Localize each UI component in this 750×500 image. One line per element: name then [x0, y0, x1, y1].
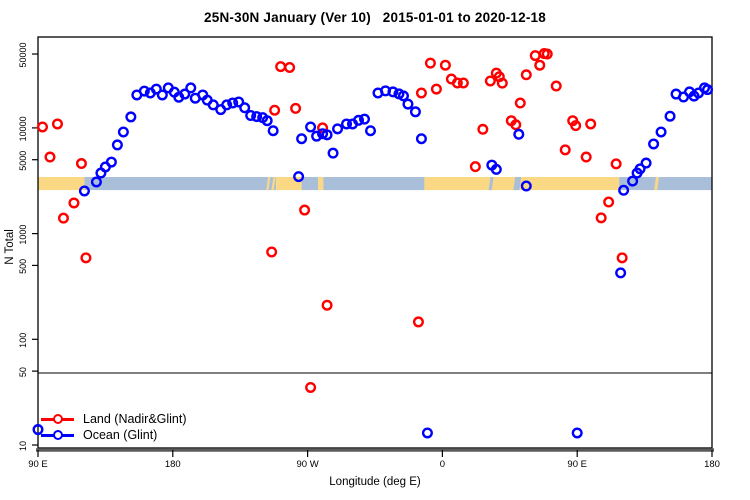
svg-text:180: 180: [704, 459, 720, 470]
y-axis-label: N Total: [4, 229, 16, 265]
svg-text:0: 0: [440, 459, 445, 470]
svg-text:90 E: 90 E: [28, 459, 48, 470]
svg-text:50000: 50000: [18, 43, 28, 68]
legend-item-land: Land (Nadir&Glint): [41, 411, 187, 427]
svg-text:500: 500: [18, 259, 28, 274]
ocean-marker-icon: [41, 430, 74, 441]
svg-text:10000: 10000: [18, 116, 28, 141]
legend-item-ocean: Ocean (Glint): [41, 427, 187, 443]
land-marker-icon: [41, 414, 74, 425]
land-circle-icon: [52, 414, 63, 424]
svg-text:100: 100: [18, 333, 28, 348]
x-axis-label: Longitude (deg E): [329, 476, 421, 488]
svg-text:10: 10: [18, 441, 28, 451]
svg-text:90 W: 90 W: [297, 459, 319, 470]
legend-label-ocean: Ocean (Glint): [83, 428, 158, 442]
legend-label-land: Land (Nadir&Glint): [83, 412, 187, 426]
chart-title: 25N-30N January (Ver 10) 2015-01-01 to 2…: [204, 10, 546, 25]
svg-text:5000: 5000: [18, 151, 28, 171]
svg-text:90 E: 90 E: [567, 459, 587, 470]
ocean-circle-icon: [52, 430, 63, 440]
legend: Land (Nadir&Glint) Ocean (Glint): [41, 411, 187, 443]
svg-text:1000: 1000: [18, 225, 28, 245]
svg-text:180: 180: [165, 459, 181, 470]
svg-text:50: 50: [18, 367, 28, 377]
